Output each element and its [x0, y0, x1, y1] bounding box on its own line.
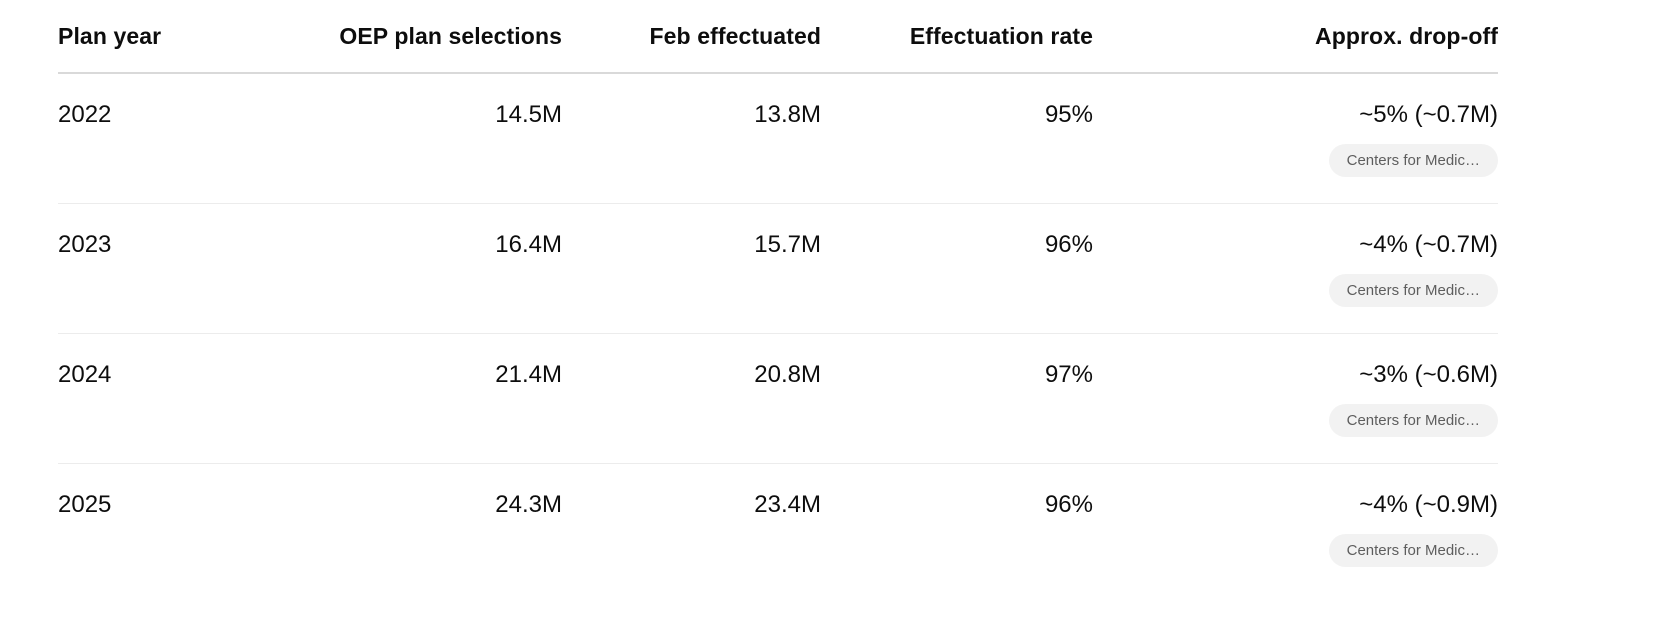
column-header-oep-plan-selections: OEP plan selections: [339, 22, 562, 49]
citation-chip[interactable]: Centers for Medic…: [1328, 274, 1498, 307]
cell-approx-drop-off: ~3% (~0.6M): [1359, 361, 1498, 388]
cell-approx-drop-off: ~4% (~0.7M): [1359, 231, 1498, 258]
effectuation-table: Plan year OEP plan selections Feb effect…: [58, 0, 1498, 593]
table-header-row: Plan year OEP plan selections Feb effect…: [58, 0, 1498, 74]
table-row-2024: 2024 21.4M 20.8M 97% ~3% (~0.6M) Centers…: [58, 334, 1498, 464]
column-header-plan-year: Plan year: [58, 22, 162, 49]
cell-feb-effectuated: 15.7M: [754, 231, 821, 258]
citation-row: Centers for Medic…: [58, 404, 1498, 437]
table-row-2025: 2025 24.3M 23.4M 96% ~4% (~0.9M) Centers…: [58, 464, 1498, 593]
cell-feb-effectuated: 20.8M: [754, 361, 821, 388]
cell-feb-effectuated: 23.4M: [754, 491, 821, 518]
cell-effectuation-rate: 96%: [1044, 231, 1093, 258]
citation-row: Centers for Medic…: [58, 144, 1498, 177]
citation-row: Centers for Medic…: [58, 274, 1498, 307]
cell-plan-year: 2025: [58, 491, 112, 518]
cell-approx-drop-off: ~4% (~0.9M): [1359, 491, 1498, 518]
cell-plan-year: 2024: [58, 361, 112, 388]
column-header-effectuation-rate: Effectuation rate: [909, 22, 1093, 49]
cell-oep-plan-selections: 21.4M: [495, 361, 562, 388]
cell-effectuation-rate: 96%: [1044, 491, 1093, 518]
cell-plan-year: 2023: [58, 231, 112, 258]
cell-oep-plan-selections: 16.4M: [495, 231, 562, 258]
cell-plan-year: 2022: [58, 101, 112, 128]
cell-oep-plan-selections: 24.3M: [495, 491, 562, 518]
column-header-approx-drop-off: Approx. drop-off: [1314, 22, 1498, 49]
cell-approx-drop-off: ~5% (~0.7M): [1359, 101, 1498, 128]
citation-row: Centers for Medic…: [58, 534, 1498, 567]
table-row-2022: 2022 14.5M 13.8M 95% ~5% (~0.7M) Centers…: [58, 74, 1498, 204]
table-row-2023: 2023 16.4M 15.7M 96% ~4% (~0.7M) Centers…: [58, 204, 1498, 334]
cell-effectuation-rate: 95%: [1044, 101, 1093, 128]
cell-effectuation-rate: 97%: [1044, 361, 1093, 388]
cell-oep-plan-selections: 14.5M: [495, 101, 562, 128]
citation-chip[interactable]: Centers for Medic…: [1328, 144, 1498, 177]
citation-chip[interactable]: Centers for Medic…: [1328, 534, 1498, 567]
citation-chip[interactable]: Centers for Medic…: [1328, 404, 1498, 437]
column-header-feb-effectuated: Feb effectuated: [649, 22, 821, 49]
cell-feb-effectuated: 13.8M: [754, 101, 821, 128]
